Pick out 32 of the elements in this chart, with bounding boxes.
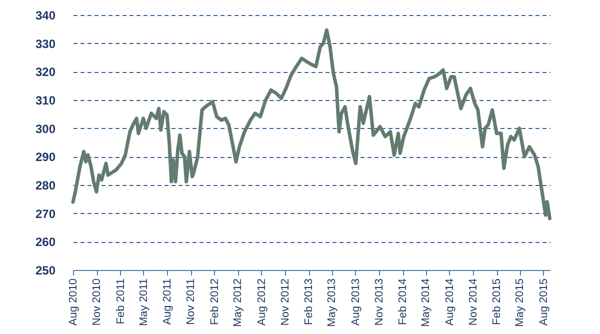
- y-tick-label: 270: [35, 206, 56, 221]
- y-tick-label: 320: [35, 65, 56, 80]
- x-tick-label: May 2012: [232, 278, 244, 327]
- x-tick-label: Aug 2013: [350, 278, 362, 326]
- y-tick-label: 310: [35, 94, 56, 108]
- x-tick-label: Feb 2012: [208, 278, 221, 325]
- y-tick-label: 250: [35, 264, 56, 278]
- x-tick-label: Nov 2010: [91, 278, 104, 326]
- x-tick-label: Feb 2014: [397, 278, 410, 325]
- x-tick-label: Feb 2013: [303, 278, 316, 325]
- x-tick-label: May 2015: [514, 278, 526, 327]
- x-tick-label: May 2011: [138, 278, 150, 326]
- line-series: [71, 28, 552, 220]
- x-tick-label: Feb 2015: [491, 278, 504, 325]
- x-tick-label: May 2014: [420, 278, 432, 327]
- y-tick-label: 300: [35, 122, 56, 136]
- x-tick-label: Nov 2011: [185, 278, 198, 325]
- x-tick-label: Aug 2014: [444, 278, 456, 326]
- x-tick-label: Aug 2010: [68, 278, 80, 326]
- x-tick-label: Aug 2012: [256, 278, 268, 326]
- x-tick-label: Nov 2014: [467, 278, 480, 326]
- y-tick-label: 340: [35, 8, 56, 22]
- y-tick-label: 260: [35, 235, 56, 250]
- y-tick-label: 290: [35, 150, 56, 164]
- x-tick-label: Aug 2011: [162, 278, 174, 325]
- x-tick-label: May 2013: [326, 278, 338, 327]
- x-tick-label: Feb 2011: [114, 278, 127, 324]
- x-tick-label: Nov 2013: [373, 278, 386, 326]
- y-tick-label: 280: [35, 178, 56, 192]
- y-tick-label: 330: [35, 36, 56, 51]
- x-tick-label: Nov 2012: [279, 278, 292, 326]
- x-tick-label: Aug 2015: [538, 278, 550, 326]
